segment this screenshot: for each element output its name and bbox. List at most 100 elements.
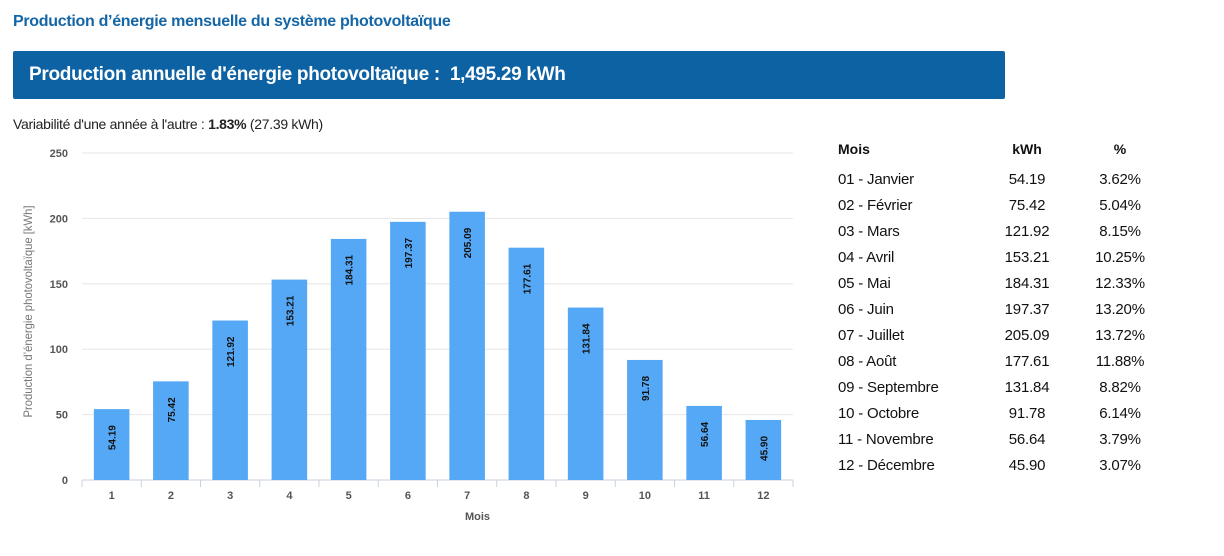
cell-percent: 6.14% (1099, 404, 1141, 422)
cell-kwh: 45.90 (1008, 456, 1046, 474)
table-row: 01 - Janvier 54.19 3.62% (830, 166, 1160, 192)
variability-label: Variabilité d'une année à l'autre : (13, 116, 205, 132)
cell-percent: 13.72% (1095, 326, 1145, 344)
cell-kwh: 54.19 (1008, 170, 1046, 188)
bar (627, 359, 663, 480)
bar-value-label: 177.61 (522, 263, 533, 294)
cell-kwh: 153.21 (1004, 248, 1050, 266)
monthly-production-table-wrap: Mois kWh % 01 - Janvier 54.19 3.62% 02 - Fé… (830, 140, 1160, 478)
x-tick-label: 7 (464, 490, 470, 502)
bar (686, 405, 722, 480)
bar (271, 279, 308, 480)
y-tick-label: 0 (62, 475, 68, 487)
bar-value-label: 45.90 (759, 436, 770, 461)
x-tick-label: 10 (639, 490, 651, 502)
y-tick-label: 50 (56, 410, 68, 422)
monthly-production-table: Mois kWh % 01 - Janvier 54.19 3.62% 02 - Fé… (830, 140, 1160, 478)
y-axis-title: Production d’énergie photovoltaïque [kWh… (21, 206, 35, 418)
bar (330, 238, 367, 480)
x-tick-label: 12 (757, 490, 769, 502)
annual-production-banner: Production annuelle d'énergie photovolta… (13, 51, 1005, 99)
section-title: Production d’énergie mensuelle du systèm… (13, 13, 451, 30)
cell-kwh: 197.37 (1004, 300, 1050, 318)
cell-kwh: 184.31 (1004, 274, 1050, 292)
annual-production-value: 1,495.29 kWh (449, 64, 566, 85)
bar-value-label: 91.78 (641, 376, 652, 401)
x-tick-label: 6 (405, 490, 411, 502)
bar-value-label: 54.19 (108, 425, 119, 450)
x-tick-label: 2 (168, 490, 174, 502)
x-tick-label: 5 (346, 490, 352, 502)
x-tick-label: 11 (698, 490, 710, 502)
cell-kwh: 177.61 (1004, 352, 1050, 370)
y-tick-label: 150 (50, 279, 68, 291)
cell-percent: 11.88% (1095, 352, 1145, 370)
table-row: 04 - Avril 153.21 10.25% (830, 244, 1160, 270)
cell-month: 12 - Décembre (838, 456, 935, 474)
bar (567, 307, 604, 480)
cell-percent: 5.04% (1099, 196, 1141, 214)
bar-value-label: 205.09 (463, 227, 474, 258)
bar-value-label: 75.42 (167, 397, 178, 422)
bar-value-label: 184.31 (345, 254, 356, 285)
bar-chart-svg: 0 50 100 150 200 250 54.19 1 75.42 2 121.92 3 153.21… (21, 148, 794, 523)
cell-month: 06 - Juin (838, 300, 894, 318)
cell-month: 05 - Mai (838, 274, 891, 292)
x-tick-label: 9 (583, 490, 589, 502)
y-tick-label: 200 (50, 213, 68, 225)
bar (745, 419, 782, 480)
table-row: 11 - Novembre 56.64 3.79% (830, 426, 1160, 452)
cell-kwh: 205.09 (1004, 326, 1050, 344)
cell-percent: 10.25% (1095, 248, 1145, 266)
cell-percent: 8.15% (1099, 222, 1141, 240)
table-row: 10 - Octobre 91.78 6.14% (830, 400, 1160, 426)
cell-percent: 13.20% (1095, 300, 1145, 318)
cell-kwh: 131.84 (1004, 378, 1050, 396)
header-kwh: kWh (1012, 141, 1042, 157)
y-tick-label: 250 (50, 148, 68, 160)
table-row: 08 - Août 177.61 11.88% (830, 348, 1160, 374)
cell-kwh: 56.64 (1008, 430, 1046, 448)
bar-value-label: 121.92 (226, 336, 237, 367)
y-tick-label: 100 (50, 344, 68, 356)
bar (508, 247, 545, 480)
cell-month: 09 - Septembre (838, 378, 939, 396)
table-row: 07 - Juillet 205.09 13.72% (830, 322, 1160, 348)
variability-kwh: (27.39 kWh) (249, 116, 323, 132)
table-row: 06 - Juin 197.37 13.20% (830, 296, 1160, 322)
cell-percent: 8.82% (1099, 378, 1141, 396)
bar-value-label: 56.64 (700, 421, 711, 446)
cell-kwh: 91.78 (1008, 404, 1046, 422)
cell-percent: 3.07% (1099, 456, 1141, 474)
x-tick-label: 1 (109, 490, 115, 502)
bar (449, 211, 485, 480)
header-month: Mois (838, 141, 870, 157)
bar (93, 409, 130, 480)
cell-month: 03 - Mars (838, 222, 900, 240)
cell-percent: 3.62% (1099, 170, 1141, 188)
table-row: 02 - Février 75.42 5.04% (830, 192, 1160, 218)
table-header-row: Mois kWh % (830, 140, 1160, 166)
x-tick-label: 4 (286, 490, 293, 502)
cell-kwh: 121.92 (1004, 222, 1050, 240)
bar (390, 221, 426, 481)
year-variability: Variabilité d'une année à l'autre : 1.83… (13, 116, 323, 132)
x-tick-label: 8 (523, 490, 529, 502)
table-row: 05 - Mai 184.31 12.33% (830, 270, 1160, 296)
cell-month: 01 - Janvier (838, 170, 914, 188)
header-percent: % (1113, 141, 1127, 157)
bar-value-label: 153.21 (285, 295, 296, 326)
table-body: 01 - Janvier 54.19 3.62% 02 - Février 75.42 5… (830, 166, 1160, 478)
cell-month: 04 - Avril (838, 248, 895, 266)
bar-value-label: 197.37 (404, 237, 415, 268)
table-row: 09 - Septembre 131.84 8.82% (830, 374, 1160, 400)
table-row: 12 - Décembre 45.90 3.07% (830, 452, 1160, 478)
cell-kwh: 75.42 (1008, 196, 1046, 214)
x-axis-title: Mois (465, 511, 490, 523)
bar (212, 320, 248, 480)
cell-month: 08 - Août (838, 352, 897, 370)
cell-percent: 3.79% (1099, 430, 1141, 448)
table-row: 03 - Mars 121.92 8.15% (830, 218, 1160, 244)
annual-production-label: Production annuelle d'énergie photovolta… (29, 64, 440, 85)
cell-month: 02 - Février (838, 196, 913, 214)
